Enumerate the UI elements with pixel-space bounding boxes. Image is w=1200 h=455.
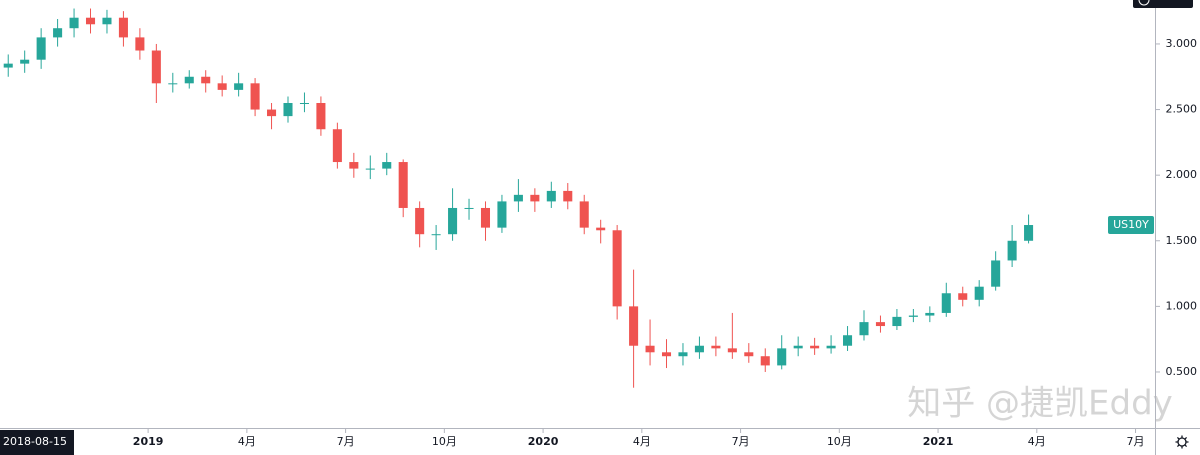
candle-body xyxy=(365,168,375,170)
x-tick-label: 2019 xyxy=(133,435,164,448)
candle-body xyxy=(201,76,211,84)
candle-body xyxy=(974,286,984,300)
candle-body xyxy=(382,162,392,169)
candle-body xyxy=(53,28,63,38)
candle-body xyxy=(431,234,441,236)
x-tick-label: 4月 xyxy=(238,435,256,448)
candle-body xyxy=(85,17,96,25)
gear-teeth[interactable] xyxy=(1175,435,1189,449)
candle-body xyxy=(563,190,573,202)
candle-body xyxy=(316,102,326,130)
candle-body xyxy=(299,102,309,104)
top-badge xyxy=(1133,0,1193,8)
candle-body xyxy=(875,322,885,327)
candle-body xyxy=(546,190,556,202)
x-tick-label: 7月 xyxy=(337,435,355,448)
candle-body xyxy=(283,102,293,117)
candle-body xyxy=(332,129,342,163)
y-tick-label: 2.000 xyxy=(1166,168,1198,181)
x-tick-label: 2021 xyxy=(923,435,954,448)
candle-body xyxy=(398,162,408,208)
candle-body xyxy=(991,260,1001,287)
candle-body xyxy=(958,293,968,300)
candle-body xyxy=(168,83,178,85)
candle-body xyxy=(480,207,491,228)
crosshair-date-box xyxy=(0,430,74,455)
candle-body xyxy=(3,63,13,68)
candle-body xyxy=(415,207,425,235)
candle-body xyxy=(661,352,672,357)
candle-body xyxy=(629,306,639,346)
candle-body xyxy=(810,345,820,349)
candle-body xyxy=(1007,240,1017,261)
candle-body xyxy=(925,312,935,316)
candle-body xyxy=(826,345,836,349)
settings-icon[interactable] xyxy=(1175,435,1189,449)
info-icon[interactable] xyxy=(1138,0,1150,6)
candle-body xyxy=(36,37,46,60)
candle-body xyxy=(596,227,606,231)
x-tick-label: 10月 xyxy=(827,435,852,448)
y-tick-label: 1.500 xyxy=(1166,234,1198,247)
candle-body xyxy=(711,345,721,349)
y-tick-label: 3.000 xyxy=(1166,37,1198,50)
x-tick-label: 4月 xyxy=(633,435,651,448)
candle-body xyxy=(184,76,194,84)
candle-body xyxy=(678,352,688,357)
candle-body xyxy=(530,194,540,202)
candle-body xyxy=(694,345,704,353)
candle-body xyxy=(793,345,803,349)
candle-body xyxy=(760,356,770,366)
candle-body xyxy=(448,207,458,235)
candle-body xyxy=(727,348,737,353)
candle-body xyxy=(118,17,128,38)
candle-body xyxy=(612,230,622,307)
candle-body xyxy=(464,207,474,209)
candle-body xyxy=(20,59,30,64)
x-tick-label: 4月 xyxy=(1028,435,1046,448)
candle-body xyxy=(135,37,145,51)
candle-body xyxy=(102,17,112,25)
x-tick-label: 10月 xyxy=(432,435,457,448)
candle-body xyxy=(843,335,853,346)
candle-body xyxy=(892,316,902,327)
candle-body xyxy=(69,17,79,29)
x-tick-label: 7月 xyxy=(1127,435,1145,448)
candle-body xyxy=(645,345,655,353)
x-tick-label: 7月 xyxy=(732,435,750,448)
candles xyxy=(3,8,1034,388)
symbol-label: US10Y xyxy=(1113,218,1149,231)
candle-body xyxy=(497,201,507,228)
symbol-tag xyxy=(1108,216,1154,235)
candle-body xyxy=(777,348,787,366)
candle-body xyxy=(151,50,161,84)
crosshair-date: 2018-08-15 xyxy=(3,435,67,448)
candle-body xyxy=(1024,225,1034,241)
candle-body xyxy=(250,83,260,110)
watermark: 知乎 @捷凯Eddy xyxy=(907,384,1173,424)
candle-body xyxy=(234,83,244,90)
y-tick-label: 1.000 xyxy=(1166,299,1198,312)
candle-body xyxy=(217,83,227,90)
candle-body xyxy=(941,293,951,313)
y-tick-label: 2.500 xyxy=(1166,103,1198,116)
candle-body xyxy=(744,352,754,357)
candle-body xyxy=(908,315,918,317)
candle-body xyxy=(579,201,589,228)
candle-body xyxy=(267,109,277,117)
candle-body xyxy=(349,162,359,169)
y-tick-label: 0.500 xyxy=(1166,365,1198,378)
candle-body xyxy=(859,322,869,336)
candle-body xyxy=(513,194,523,202)
x-tick-label: 2020 xyxy=(528,435,559,448)
